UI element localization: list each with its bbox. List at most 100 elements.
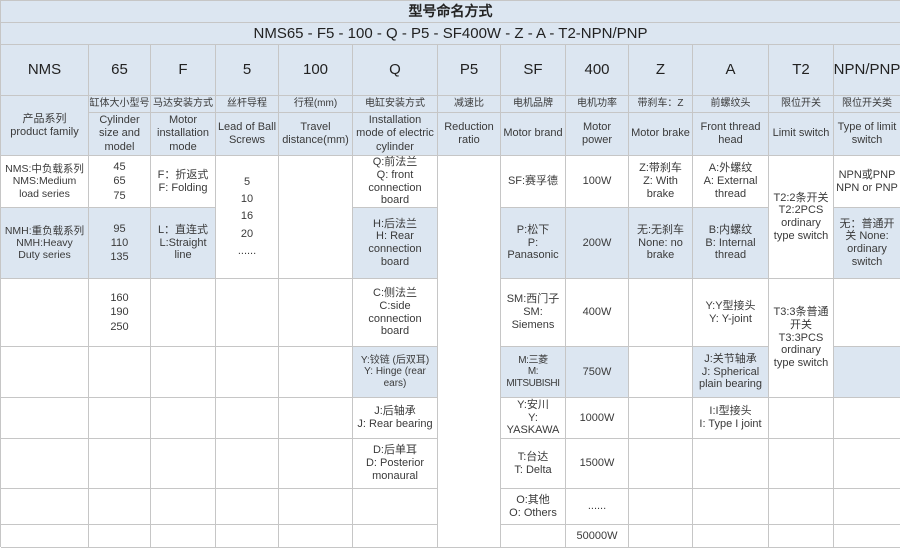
empty-cell xyxy=(693,439,769,489)
install-rear-bearing-cell: J:后轴承 J: Rear bearing xyxy=(353,398,438,439)
empty-cell xyxy=(151,347,216,398)
empty-cell xyxy=(279,156,353,279)
label-en-limit-switch: Limit switch xyxy=(769,113,834,156)
power-50000w-cell: 50000W xyxy=(566,525,629,548)
empty-cell xyxy=(1,398,89,439)
power-750w-cell: 750W xyxy=(566,347,629,398)
brand-delta-cell: T:台达 T: Delta xyxy=(501,439,566,489)
label-cn-motor-brand: 电机品牌 xyxy=(501,96,566,113)
code-cell-f: F xyxy=(151,45,216,96)
code-cell-t2: T2 xyxy=(769,45,834,96)
size-group-1-cell: 45 65 75 xyxy=(89,156,151,208)
label-en-motor-power: Motor power xyxy=(566,113,629,156)
label-cn-travel: 行程(mm) xyxy=(279,96,353,113)
label-product-family-en: product family xyxy=(10,125,79,138)
brand-siemens-cell: SM:西门子 SM: Siemens xyxy=(501,279,566,347)
empty-cell xyxy=(769,439,834,489)
label-cn-brake: 带刹车：Z xyxy=(629,96,693,113)
label-cn-motor-power: 电机功率 xyxy=(566,96,629,113)
label-cn-front-thread: 前螺纹头 xyxy=(693,96,769,113)
install-hinge-cell: Y:铰链 (后双耳) Y: Hinge (rear ears) xyxy=(353,347,438,398)
empty-cell-shaded xyxy=(834,347,900,398)
label-cn-reduction: 减速比 xyxy=(438,96,501,113)
empty-cell xyxy=(279,489,353,525)
power-more-cell: ...... xyxy=(566,489,629,525)
limit-t3-cell: T3:3条普通开关 T3:3PCS ordinary type switch xyxy=(769,279,834,398)
model-code-example: NMS65 - F5 - 100 - Q - P5 - SF400W - Z -… xyxy=(1,23,900,45)
code-cell-npn-pnp: NPN/PNP xyxy=(834,45,900,96)
empty-cell xyxy=(629,439,693,489)
empty-cell xyxy=(834,489,900,525)
empty-cell xyxy=(216,347,279,398)
empty-cell xyxy=(353,489,438,525)
empty-cell xyxy=(834,525,900,548)
empty-cell xyxy=(216,279,279,347)
code-cell-p5: P5 xyxy=(438,45,501,96)
motor-mode-folding-cell: F：折返式 F: Folding xyxy=(151,156,216,208)
empty-cell xyxy=(279,439,353,489)
lead-values-cell: 5 10 16 20 ...... xyxy=(216,156,279,279)
power-400w-cell: 400W xyxy=(566,279,629,347)
empty-cell xyxy=(693,489,769,525)
empty-cell xyxy=(279,398,353,439)
empty-cell xyxy=(279,347,353,398)
empty-cell xyxy=(834,439,900,489)
empty-cell xyxy=(216,398,279,439)
empty-cell xyxy=(353,525,438,548)
label-en-switch-type: Type of limit switch xyxy=(834,113,900,156)
thread-spherical-cell: J:关节轴承 J: Spherical plain bearing xyxy=(693,347,769,398)
brand-safede-cell: SF:赛孚德 xyxy=(501,156,566,208)
size-group-3-cell: 160 190 250 xyxy=(89,279,151,347)
reduction-ratio-empty-cell xyxy=(438,156,501,548)
label-en-cylinder-size: Cylinder size and model xyxy=(89,113,151,156)
brake-with-cell: Z:带刹车 Z: With brake xyxy=(629,156,693,208)
brand-panasonic-cell: P:松下 P: Panasonic xyxy=(501,208,566,279)
label-cn-cylinder-size: 缸体大小型号 xyxy=(89,96,151,113)
switch-type-npn-pnp-cell: NPN或PNP NPN or PNP xyxy=(834,156,900,208)
code-cell-nms: NMS xyxy=(1,45,89,96)
empty-cell xyxy=(151,439,216,489)
empty-cell xyxy=(216,439,279,489)
label-product-family-cn: 产品系列 xyxy=(22,112,67,125)
empty-cell xyxy=(629,347,693,398)
label-en-cyl-install: Installation mode of electric cylinder xyxy=(353,113,438,156)
empty-cell xyxy=(629,525,693,548)
code-cell-400: 400 xyxy=(566,45,629,96)
empty-cell xyxy=(1,439,89,489)
install-rear-flange-cell: H:后法兰 H: Rear connection board xyxy=(353,208,438,279)
empty-cell xyxy=(501,525,566,548)
empty-cell xyxy=(216,489,279,525)
family-medium-load-cell: NMS:中负载系列 NMS:Medium load series xyxy=(1,156,89,208)
thread-i-joint-cell: I:I型接头 I: Type I joint xyxy=(693,398,769,439)
label-en-front-thread: Front thread head xyxy=(693,113,769,156)
install-rear-monaural-cell: D:后单耳 D: Posterior monaural xyxy=(353,439,438,489)
empty-cell xyxy=(216,525,279,548)
empty-cell xyxy=(834,398,900,439)
power-200w-cell: 200W xyxy=(566,208,629,279)
label-en-motor-install: Motor installation mode xyxy=(151,113,216,156)
empty-cell xyxy=(1,279,89,347)
empty-cell xyxy=(1,489,89,525)
code-cell-z: Z xyxy=(629,45,693,96)
empty-cell xyxy=(279,525,353,548)
label-cn-limit-switch: 限位开关 xyxy=(769,96,834,113)
install-front-flange-cell: Q:前法兰 Q: front connection board xyxy=(353,156,438,208)
size-group-2-cell: 95 110 135 xyxy=(89,208,151,279)
empty-cell xyxy=(151,489,216,525)
motor-mode-straight-cell: L：直连式 L:Straight line xyxy=(151,208,216,279)
code-cell-100: 100 xyxy=(279,45,353,96)
empty-cell xyxy=(151,525,216,548)
label-en-reduction: Reduction ratio xyxy=(438,113,501,156)
power-100w-cell: 100W xyxy=(566,156,629,208)
empty-cell xyxy=(834,279,900,347)
empty-cell xyxy=(769,489,834,525)
label-en-brake: Motor brake xyxy=(629,113,693,156)
brand-yaskawa-cell: Y:安川 Y: YASKAWA xyxy=(501,398,566,439)
label-cn-cyl-install: 电缸安装方式 xyxy=(353,96,438,113)
code-cell-q: Q xyxy=(353,45,438,96)
thread-y-joint-cell: Y:Y型接头 Y: Y-joint xyxy=(693,279,769,347)
empty-cell xyxy=(1,525,89,548)
empty-cell xyxy=(629,398,693,439)
